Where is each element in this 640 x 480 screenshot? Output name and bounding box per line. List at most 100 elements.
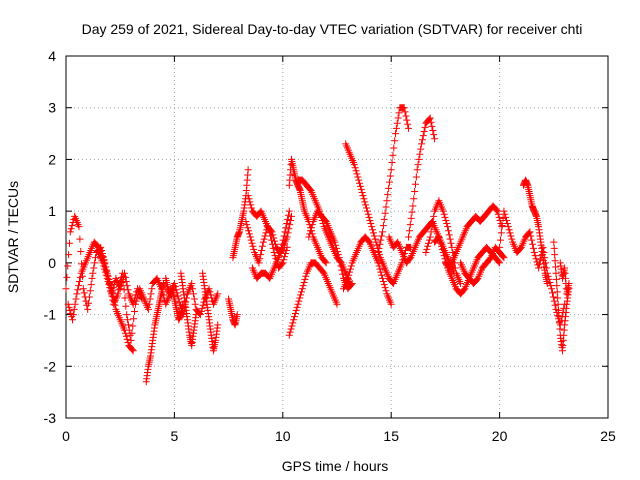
data-point-interp bbox=[437, 239, 445, 247]
data-point-interp bbox=[555, 306, 563, 314]
data-point bbox=[285, 207, 293, 215]
y-tick-label: 3 bbox=[48, 100, 56, 116]
data-point-interp bbox=[64, 262, 72, 270]
data-point-interp bbox=[199, 301, 207, 309]
data-point-interp bbox=[401, 108, 409, 116]
data-point-interp bbox=[551, 301, 559, 309]
data-point-interp bbox=[394, 114, 402, 122]
data-point-interp bbox=[109, 293, 117, 301]
data-point bbox=[496, 259, 504, 267]
data-point-interp bbox=[85, 293, 93, 301]
data-point bbox=[116, 285, 124, 293]
data-point-interp bbox=[191, 300, 199, 308]
data-point-interp bbox=[70, 305, 78, 313]
data-point-interp bbox=[287, 325, 295, 333]
data-point-interp bbox=[418, 136, 426, 144]
data-point-interp bbox=[438, 245, 446, 253]
data-point-interp bbox=[121, 273, 129, 281]
data-point-interp bbox=[124, 321, 132, 329]
data-point-interp bbox=[378, 271, 386, 279]
data-point-interp bbox=[334, 251, 342, 259]
data-point bbox=[435, 233, 443, 241]
data-point-interp bbox=[102, 271, 110, 279]
data-point-interp bbox=[380, 281, 388, 289]
data-point-interp bbox=[244, 224, 252, 232]
data-point-interp bbox=[124, 338, 132, 346]
data-point bbox=[62, 285, 70, 293]
data-point-interp bbox=[425, 115, 433, 123]
data-point-interp bbox=[392, 124, 400, 132]
series-arc-x bbox=[441, 202, 506, 272]
data-point-interp bbox=[428, 223, 436, 231]
data-point bbox=[233, 311, 241, 319]
data-point bbox=[188, 280, 196, 288]
series-arc-k bbox=[244, 192, 291, 272]
data-point-interp bbox=[437, 242, 445, 250]
data-point-interp bbox=[190, 295, 198, 303]
data-point bbox=[368, 223, 376, 231]
series-arc-t bbox=[385, 217, 458, 277]
data-point bbox=[88, 274, 96, 282]
data-point bbox=[121, 269, 129, 277]
data-point-interp bbox=[74, 286, 82, 294]
data-point-interp bbox=[109, 284, 117, 292]
data-point-interp bbox=[296, 294, 304, 302]
data-point-interp bbox=[284, 229, 292, 237]
data-point bbox=[493, 207, 501, 215]
data-point-interp bbox=[108, 287, 116, 295]
data-point-interp bbox=[425, 236, 433, 244]
data-point-interp bbox=[531, 252, 539, 260]
data-point-interp bbox=[332, 241, 340, 249]
data-point-interp bbox=[428, 122, 436, 130]
data-point-interp bbox=[556, 325, 564, 333]
data-point bbox=[73, 290, 81, 298]
data-point-interp bbox=[284, 215, 292, 223]
data-point-interp bbox=[376, 240, 384, 248]
data-point-interp bbox=[65, 251, 73, 259]
data-point-interp bbox=[411, 180, 419, 188]
data-point bbox=[335, 254, 343, 262]
data-point-interp bbox=[385, 184, 393, 192]
data-point-interp bbox=[111, 301, 119, 309]
data-point bbox=[363, 207, 371, 215]
data-point bbox=[244, 192, 252, 200]
data-point-interp bbox=[306, 185, 314, 193]
data-point-interp bbox=[378, 232, 386, 240]
data-point-interp bbox=[297, 288, 305, 296]
chart-title: Day 259 of 2021, Sidereal Day-to-day VTE… bbox=[82, 21, 583, 37]
data-point-interp bbox=[282, 246, 290, 254]
x-tick-label: 25 bbox=[600, 428, 616, 444]
data-point-interp bbox=[443, 220, 451, 228]
data-point bbox=[500, 207, 508, 215]
data-point bbox=[108, 290, 116, 298]
series-arc-d bbox=[142, 280, 168, 386]
data-point-interp bbox=[497, 229, 505, 237]
data-point-interp bbox=[495, 213, 503, 221]
data-point-interp bbox=[269, 244, 277, 252]
data-point-interp bbox=[389, 151, 397, 159]
data-point-interp bbox=[430, 212, 438, 220]
data-point-interp bbox=[286, 328, 294, 336]
data-point bbox=[535, 264, 543, 272]
data-point-interp bbox=[256, 255, 264, 263]
data-point bbox=[554, 300, 562, 308]
data-point-interp bbox=[248, 204, 256, 212]
data-point bbox=[270, 249, 278, 257]
y-axis-label: SDTVAR / TECUs bbox=[5, 181, 21, 293]
series-arc-j bbox=[242, 207, 293, 267]
data-point-interp bbox=[65, 303, 73, 311]
data-point bbox=[170, 280, 178, 288]
data-point bbox=[392, 130, 400, 138]
data-point bbox=[457, 280, 465, 288]
x-tick-label: 0 bbox=[62, 428, 70, 444]
data-point-interp bbox=[498, 222, 506, 230]
data-point-interp bbox=[283, 220, 291, 228]
data-point-interp bbox=[130, 315, 138, 323]
data-point-interp bbox=[427, 228, 435, 236]
data-point-interp bbox=[69, 311, 77, 319]
data-point bbox=[387, 166, 395, 174]
data-point-interp bbox=[297, 291, 305, 299]
data-point-interp bbox=[286, 221, 294, 229]
data-point-interp bbox=[189, 285, 197, 293]
data-point bbox=[305, 233, 313, 241]
